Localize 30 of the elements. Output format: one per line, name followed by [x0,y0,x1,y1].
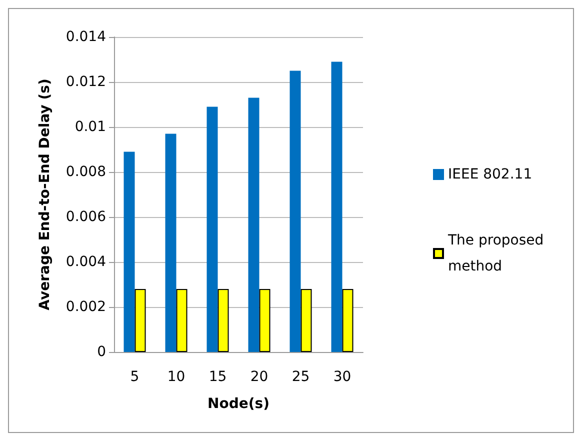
bar [176,289,188,352]
y-tick-label: 0.002 [66,299,106,315]
bar [248,98,260,352]
y-axis-title: Average End-to-End Delay (s) [37,78,53,310]
x-tick-label: 30 [333,369,352,385]
bar [206,106,218,352]
bar [134,289,146,352]
y-tick-label: 0.006 [66,209,106,225]
legend-label: The proposed method [447,232,548,274]
bar [290,70,301,352]
y-tick-label: 0.004 [66,254,106,270]
bar [342,289,354,352]
bar [300,289,312,352]
y-tick-label: 0.01 [74,119,106,135]
bar [124,152,135,352]
x-tick-label: 5 [130,369,140,385]
x-tick-label: 10 [167,369,186,385]
y-tick-label: 0 [97,344,106,360]
y-tick-label: 0.014 [66,29,106,45]
x-tick-label: 25 [292,369,310,385]
legend-label: IEEE 802.11 [448,166,532,182]
x-tick-label: 15 [208,369,227,385]
bar [165,134,176,352]
x-tick-label: 20 [250,369,268,385]
bar [259,289,270,352]
x-axis-title: Node(s) [208,396,270,412]
bar [218,289,229,352]
y-tick-label: 0.008 [66,164,106,180]
y-tick-label: 0.012 [66,74,106,90]
bar [331,62,342,352]
